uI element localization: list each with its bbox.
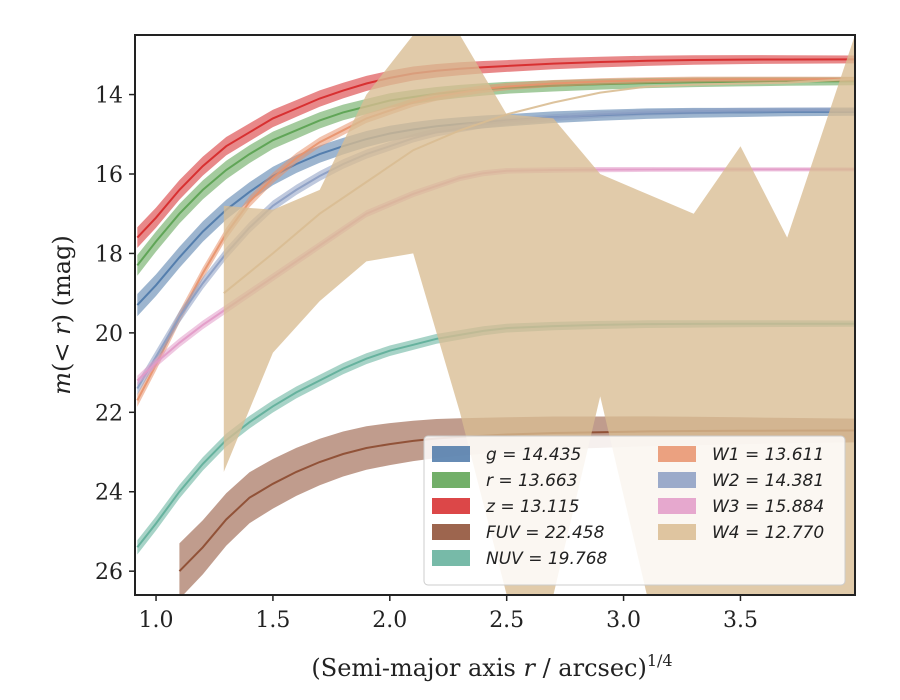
legend-swatch-w2 <box>658 472 696 488</box>
x-tick-label: 1.0 <box>139 608 174 633</box>
series-line-w4 <box>223 77 855 294</box>
legend-label-g: g = 14.435 <box>486 445 581 465</box>
legend-swatch-nuv <box>432 550 470 566</box>
x-tick-label: 2.5 <box>489 608 524 633</box>
legend-box <box>423 435 846 586</box>
legend-swatch-w4 <box>658 524 696 540</box>
series-band-w2 <box>137 107 855 395</box>
x-tick-label: 3.0 <box>606 608 641 633</box>
y-tick-label: 18 <box>95 242 123 267</box>
legend-label-z: z = 13.115 <box>485 497 579 517</box>
y-tick-label: 26 <box>95 560 123 585</box>
legend-swatch-fuv <box>432 524 470 540</box>
x-tick-label: 3.5 <box>723 608 758 633</box>
x-tick-label: 2.0 <box>372 608 407 633</box>
plot-frame <box>134 34 856 596</box>
x-axis-label: (Semi-major axis r / arcsec)1/4 <box>311 651 672 682</box>
legend-swatch-r <box>432 472 470 488</box>
series-band-fuv <box>179 416 855 595</box>
legend-swatch-g <box>432 446 470 462</box>
legend-label-r: r = 13.663 <box>486 471 578 491</box>
x-tick-label: 1.5 <box>255 608 290 633</box>
y-tick-label: 16 <box>95 163 123 188</box>
legend-label-w3: W3 = 15.884 <box>712 497 824 517</box>
x-axis: 1.0 1.5 2.0 2.5 3.0 3.5 <box>139 595 758 633</box>
y-axis-label: m(< r) (mag) <box>48 235 76 395</box>
legend-label-w2: W2 = 14.381 <box>712 471 824 491</box>
series-band-z <box>137 55 855 248</box>
legend: g = 14.435 r = 13.663 z = 13.115 FUV = 22.4… <box>423 435 846 586</box>
legend-label-w1: W1 = 13.611 <box>712 445 824 465</box>
y-tick-label: 24 <box>95 481 123 506</box>
legend-label-fuv: FUV = 22.458 <box>486 523 605 543</box>
legend-swatch-w1 <box>658 446 696 462</box>
y-tick-label: 14 <box>95 84 123 109</box>
series-band-r <box>137 77 855 276</box>
series-band-nuv <box>137 320 855 555</box>
y-tick-label: 22 <box>95 401 123 426</box>
legend-swatch-w3 <box>658 498 696 514</box>
y-tick-label: 20 <box>95 322 123 347</box>
series-band-g <box>137 107 855 317</box>
legend-label-w4: W4 = 12.770 <box>712 523 824 543</box>
legend-swatch-z <box>432 498 470 514</box>
legend-label-nuv: NUV = 19.768 <box>486 549 608 569</box>
y-axis: 14 16 18 20 22 24 26 <box>95 84 135 585</box>
